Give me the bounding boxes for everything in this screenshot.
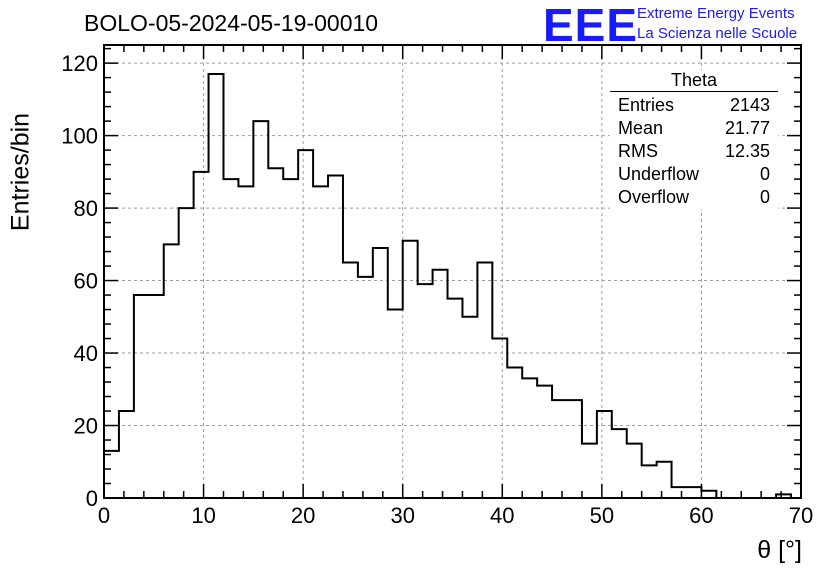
x-tick-label: 10 xyxy=(191,503,215,528)
stats-row-mean: Mean 21.77 xyxy=(610,117,778,140)
chart-title: BOLO-05-2024-05-19-00010 xyxy=(84,10,379,36)
stats-row-rms: RMS 12.35 xyxy=(610,140,778,163)
y-tick-label: 80 xyxy=(74,196,98,221)
stats-title: Theta xyxy=(610,70,778,92)
plot-frame xyxy=(103,44,802,499)
stats-row-underflow: Underflow 0 xyxy=(610,163,778,186)
y-tick-label: 20 xyxy=(74,414,98,439)
y-tick-label: 100 xyxy=(61,124,98,149)
y-tick-label: 0 xyxy=(86,486,98,511)
stats-value: 21.77 xyxy=(724,118,770,138)
stats-value: 12.35 xyxy=(724,141,770,161)
stats-value: 0 xyxy=(759,187,770,207)
stats-row-entries: Entries 2143 xyxy=(610,94,778,117)
y-tick-label: 120 xyxy=(61,51,98,76)
stats-label: RMS xyxy=(618,141,658,161)
org-line-2: La Scienza nelle Scuole xyxy=(637,25,798,42)
stats-label: Entries xyxy=(618,95,675,115)
eee-logo: EEE xyxy=(543,0,639,51)
grid-lines xyxy=(104,45,801,498)
x-tick-label: 60 xyxy=(689,503,713,528)
stats-label: Mean xyxy=(618,118,664,138)
stats-box: Theta Entries 2143 Mean 21.77 RMS 12.35 … xyxy=(610,70,778,209)
x-tick-label: 50 xyxy=(590,503,614,528)
histogram-step-line xyxy=(103,72,793,499)
stats-value: 0 xyxy=(759,164,770,184)
x-tick-labels: 0 10 20 30 40 50 60 70 xyxy=(98,503,813,528)
x-tick-label: 30 xyxy=(390,503,414,528)
x-axis-label: θ [°] xyxy=(757,536,802,564)
y-tick-labels: 0 20 40 60 80 100 120 xyxy=(61,51,98,511)
x-tick-label: 70 xyxy=(789,503,813,528)
axis-ticks xyxy=(103,45,802,499)
y-axis-label: Entries/bin xyxy=(6,112,35,232)
stats-row-overflow: Overflow 0 xyxy=(610,186,778,209)
y-tick-label: 40 xyxy=(74,341,98,366)
organization-text: Extreme Energy Events La Scienza nelle S… xyxy=(637,4,797,44)
stats-label: Overflow xyxy=(618,187,690,207)
x-tick-label: 40 xyxy=(490,503,514,528)
x-tick-label: 0 xyxy=(98,503,110,528)
x-tick-label: 20 xyxy=(291,503,315,528)
y-axis-label-box: Entries/bin xyxy=(6,112,36,232)
org-line-1: Extreme Energy Events xyxy=(637,5,795,22)
y-tick-label: 60 xyxy=(74,269,98,294)
stats-label: Underflow xyxy=(618,164,700,184)
stats-value: 2143 xyxy=(729,95,770,115)
